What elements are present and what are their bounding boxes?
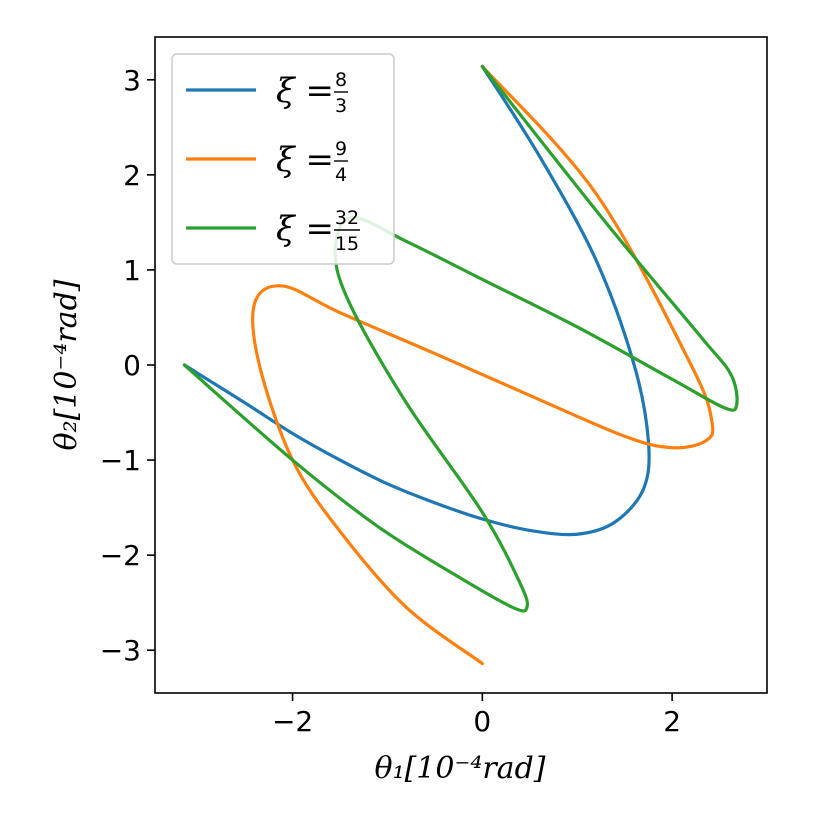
y-tick-label: 1	[123, 254, 141, 287]
y-tick-label: −3	[100, 634, 141, 667]
legend-numerator-3: 32	[335, 207, 359, 229]
y-tick-label: 3	[123, 64, 141, 97]
y-tick-label: 2	[123, 159, 141, 192]
legend-denominator-3: 15	[335, 233, 359, 255]
x-tick-label: 0	[473, 705, 491, 738]
y-axis-label: θ₂[10⁻⁴rad]	[49, 279, 84, 450]
legend-label-3: ξ =	[276, 209, 334, 249]
legend-label-1: ξ =	[276, 71, 334, 111]
legend-numerator-1: 8	[335, 69, 347, 91]
x-tick-label: −2	[272, 705, 313, 738]
x-tick-label: 2	[663, 705, 681, 738]
series-line-1	[182, 64, 651, 537]
y-tick-label: −2	[100, 539, 141, 572]
y-tick-label: 0	[123, 349, 141, 382]
legend-numerator-2: 9	[335, 138, 347, 160]
legend-denominator-1: 3	[335, 95, 347, 117]
x-axis-ticks: −2 0 2	[272, 693, 681, 738]
y-tick-label: −1	[100, 444, 141, 477]
y-axis-ticks: −3 −2 −1 0 1 2 3	[100, 64, 155, 667]
legend-box	[171, 53, 395, 265]
legend-denominator-2: 4	[335, 164, 347, 186]
legend-label-2: ξ =	[276, 140, 334, 180]
x-axis-label: θ₁[10⁻⁴rad]	[375, 751, 546, 786]
series-line-2	[251, 64, 715, 666]
